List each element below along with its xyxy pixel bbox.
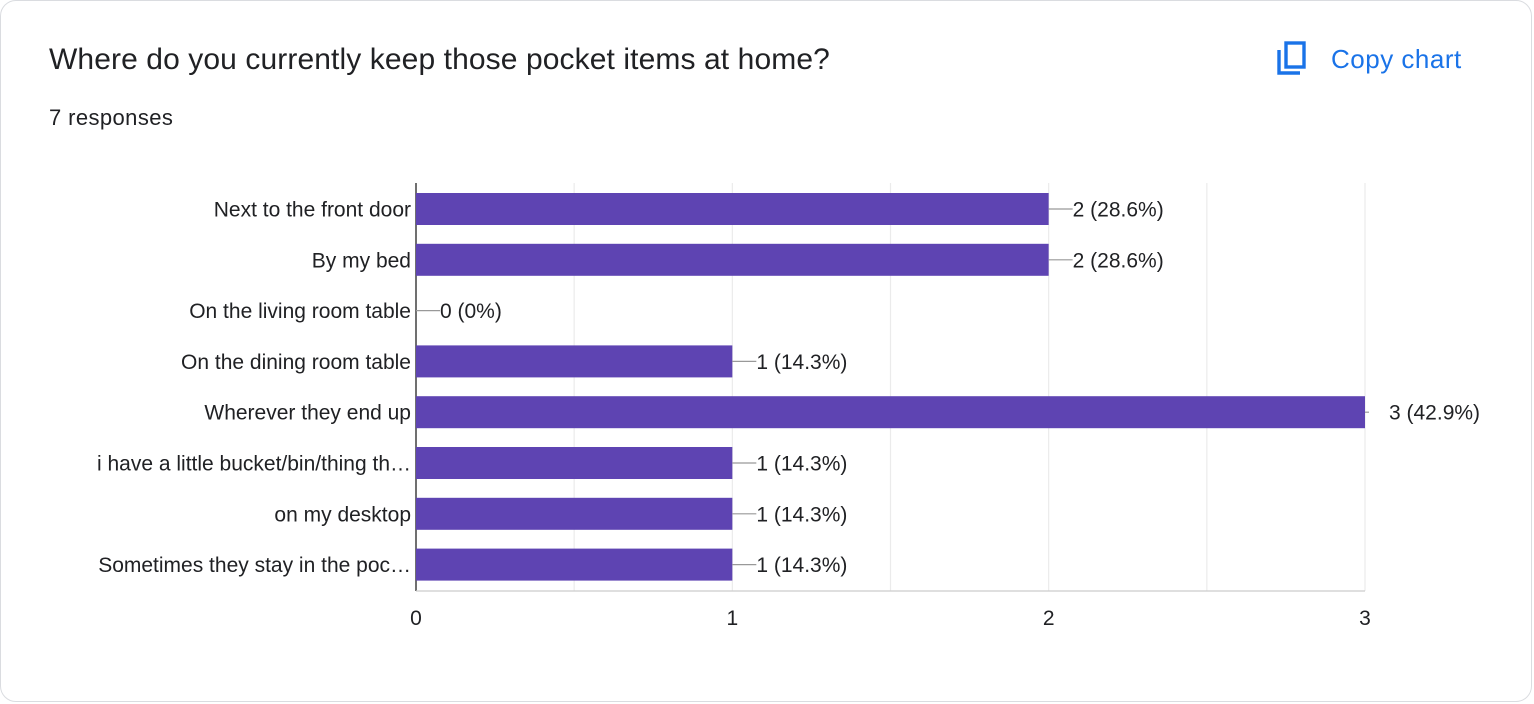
category-label: Sometimes they stay in the poc… [98,554,411,577]
bar [416,345,733,378]
x-tick-label: 3 [1359,607,1371,630]
category-label: Wherever they end up [204,402,411,425]
category-label: On the dining room table [181,351,411,374]
copy-icon [1277,41,1306,75]
x-tick-label: 1 [726,607,738,630]
value-label: 2 (28.6%) [1073,199,1164,222]
category-label: By my bed [312,249,411,272]
bar [416,243,1049,276]
chart-title: Where do you currently keep those pocket… [49,43,830,76]
category-label: On the living room table [189,300,411,323]
copy-chart-button[interactable]: Copy chart [1263,31,1495,87]
copy-chart-label: Copy chart [1331,44,1462,74]
bar [416,447,733,479]
response-count: 7 responses [49,105,174,130]
category-label: Next to the front door [214,199,411,222]
value-label: 1 (14.3%) [756,351,847,374]
value-label: 3 (42.9%) [1389,402,1480,425]
value-label: 1 (14.3%) [756,554,847,577]
category-label: on my desktop [274,503,411,526]
value-label: 1 (14.3%) [756,503,847,526]
value-label: 1 (14.3%) [756,453,847,476]
bar [416,193,1049,225]
value-label: 0 (0%) [440,300,502,323]
x-tick-label: 0 [410,607,422,630]
bar [416,497,733,530]
value-label: 2 (28.6%) [1073,249,1164,272]
category-label: i have a little bucket/bin/thing th… [97,453,411,476]
bar [416,396,1365,429]
bar [416,548,733,581]
x-tick-label: 2 [1043,607,1055,630]
